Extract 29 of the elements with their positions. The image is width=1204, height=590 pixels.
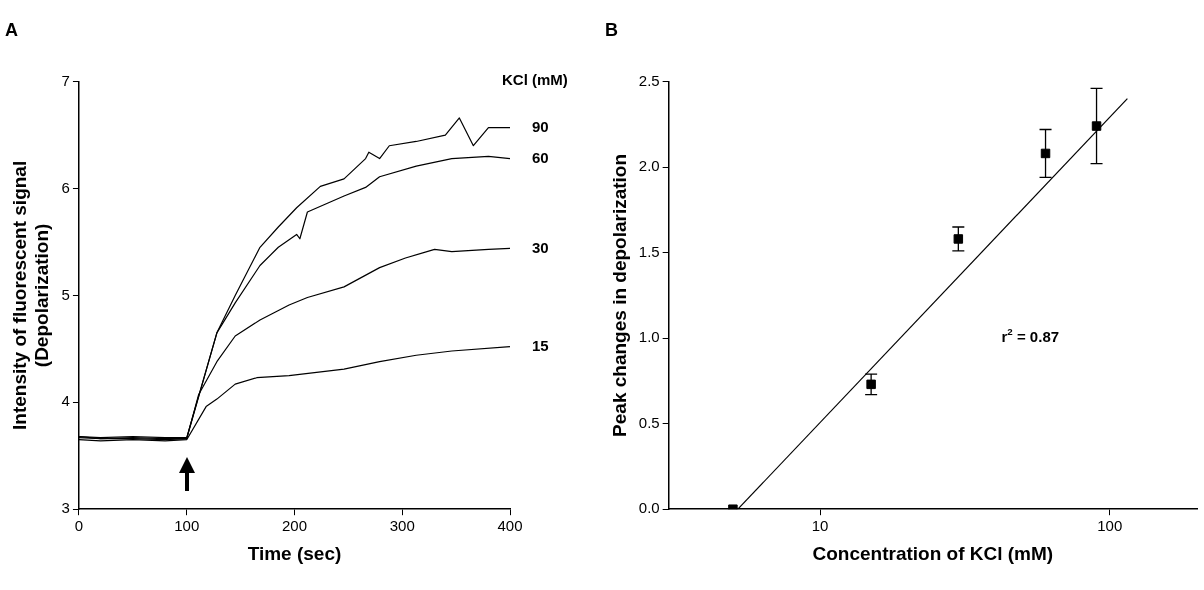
chart-title: A: [5, 19, 18, 40]
y-tick-label: 2.0: [638, 157, 660, 175]
series-label: 15: [532, 336, 549, 354]
x-tick-label: 10: [811, 517, 829, 535]
legend-title: KCl (mM): [502, 70, 568, 88]
y-tick-label: 5: [61, 285, 70, 303]
chart-title: B: [605, 19, 618, 40]
y-tick-label: 6: [61, 178, 70, 196]
x-tick-label: 200: [281, 517, 307, 535]
y-tick-label: 0.0: [638, 499, 660, 517]
x-tick-label: 300: [389, 517, 415, 535]
x-tick-label: 100: [1097, 517, 1123, 535]
x-tick-label: 100: [174, 517, 200, 535]
series-label: 30: [532, 238, 549, 256]
y-tick-label: 3: [61, 499, 70, 517]
y-tick-label: 2.5: [638, 71, 660, 89]
y-tick-label: 4: [61, 392, 70, 410]
y-tick-label: 0.5: [638, 413, 660, 431]
series-label: 60: [532, 148, 549, 166]
y-axis-title: Intensity of fluorescent signal (Depolarization): [8, 160, 53, 431]
x-tick-label: 400: [497, 517, 523, 535]
y-tick-label: 1.5: [638, 242, 660, 260]
x-axis-title: Time (sec): [247, 542, 342, 564]
y-tick-label: 7: [61, 71, 70, 89]
x-axis-title: Concentration of KCl (mM): [812, 542, 1054, 564]
series-label: 90: [532, 117, 549, 135]
y-tick-label: 1.0: [638, 328, 660, 346]
x-tick-label: 0: [74, 517, 84, 535]
y-axis-title: Peak changes in depolarization: [608, 153, 630, 437]
